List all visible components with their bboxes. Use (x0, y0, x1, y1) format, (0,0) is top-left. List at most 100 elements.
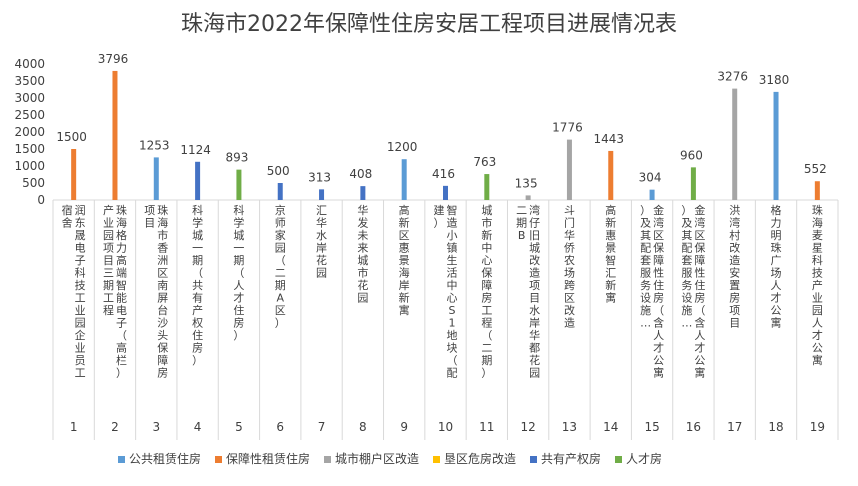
legend-swatch-1 (215, 456, 222, 463)
svg-text:（: （ (694, 304, 705, 317)
svg-text:套: 套 (640, 254, 651, 267)
svg-text:二: 二 (481, 342, 492, 355)
svg-text:智: 智 (447, 203, 458, 217)
svg-text:金: 金 (694, 203, 705, 217)
svg-text:华: 华 (529, 328, 540, 342)
svg-text:才: 才 (233, 291, 244, 305)
svg-text:珠: 珠 (157, 203, 168, 217)
svg-text:寓: 寓 (694, 366, 705, 380)
svg-text:住: 住 (694, 278, 705, 292)
value-label-8: 408 (349, 167, 372, 181)
svg-text:湾: 湾 (529, 203, 540, 217)
svg-text:）: ） (192, 354, 203, 367)
bar-8 (360, 186, 366, 200)
svg-text:都: 都 (529, 342, 540, 355)
svg-text:含: 含 (694, 316, 705, 330)
svg-text:麦: 麦 (812, 229, 823, 242)
legend-swatch-5 (615, 456, 622, 463)
svg-text:园: 园 (75, 317, 86, 330)
svg-text:房: 房 (192, 342, 203, 355)
value-label-15: 304 (639, 171, 662, 185)
svg-text:区: 区 (694, 229, 705, 242)
category-index-9: 9 (400, 420, 408, 434)
svg-text:房: 房 (233, 317, 244, 330)
category-index-11: 11 (479, 420, 494, 434)
svg-text:共: 共 (192, 279, 203, 292)
svg-text:惠: 惠 (399, 241, 410, 255)
svg-text:）: ） (481, 367, 492, 380)
svg-text:岸: 岸 (316, 242, 327, 255)
svg-text:住: 住 (653, 278, 664, 292)
svg-text:区: 区 (653, 229, 664, 242)
svg-text:端: 端 (116, 267, 127, 280)
legend-label-5: 人才房 (626, 451, 662, 466)
svg-text:水: 水 (529, 304, 540, 317)
svg-text:新: 新 (605, 278, 616, 292)
svg-text:人: 人 (771, 279, 782, 292)
svg-text:住: 住 (192, 328, 203, 342)
bar-16 (690, 167, 696, 200)
svg-text:1: 1 (449, 317, 456, 330)
svg-text:房: 房 (481, 292, 492, 305)
svg-text:华: 华 (316, 216, 327, 230)
svg-text:高: 高 (116, 341, 127, 355)
svg-text:科: 科 (75, 266, 86, 280)
svg-text:珠: 珠 (812, 203, 823, 217)
svg-text:岸: 岸 (529, 317, 540, 330)
svg-text:房: 房 (729, 292, 740, 305)
svg-text:…: … (640, 317, 651, 330)
legend-label-2: 城市棚户区改造 (335, 451, 419, 466)
svg-text:新: 新 (605, 216, 616, 230)
category-index-14: 14 (603, 420, 618, 434)
bar-3 (153, 157, 159, 200)
svg-text:（: （ (116, 329, 127, 342)
svg-text:村: 村 (729, 228, 740, 242)
svg-text:人: 人 (694, 329, 705, 342)
bar-2 (112, 70, 118, 200)
svg-text:景: 景 (605, 242, 616, 255)
svg-text:寓: 寓 (771, 316, 782, 330)
svg-text:程: 程 (103, 304, 114, 317)
svg-text:园: 园 (316, 267, 327, 280)
bar-14 (608, 150, 614, 200)
svg-text:小: 小 (447, 229, 458, 242)
svg-text:项: 项 (144, 204, 155, 217)
category-index-5: 5 (235, 420, 243, 434)
svg-text:期: 期 (481, 354, 492, 367)
svg-text:子: 子 (75, 254, 86, 267)
svg-text:心: 心 (447, 292, 458, 305)
svg-text:斗: 斗 (564, 204, 575, 217)
svg-text:生: 生 (447, 253, 458, 267)
category-index-8: 8 (359, 420, 367, 434)
svg-text:科: 科 (233, 203, 244, 217)
svg-text:旧: 旧 (529, 229, 540, 242)
value-label-1: 1500 (56, 130, 87, 144)
svg-text:产: 产 (812, 278, 823, 292)
svg-text:沙: 沙 (157, 317, 168, 330)
svg-text:置: 置 (729, 279, 740, 292)
svg-text:及: 及 (640, 217, 651, 230)
svg-text:务: 务 (640, 279, 651, 292)
svg-text:）: ） (434, 217, 445, 230)
svg-text:目: 目 (529, 292, 540, 305)
svg-text:公: 公 (812, 342, 823, 355)
svg-text:汇: 汇 (605, 267, 616, 280)
svg-text:南: 南 (157, 279, 168, 292)
svg-text:高: 高 (605, 203, 616, 217)
svg-text:洲: 洲 (157, 254, 168, 267)
svg-text:二: 二 (516, 204, 527, 217)
bar-18 (773, 91, 779, 200)
category-index-19: 19 (810, 420, 825, 434)
svg-text:（: （ (192, 267, 203, 280)
svg-text:住: 住 (233, 303, 244, 317)
svg-text:公: 公 (771, 304, 782, 317)
category-index-10: 10 (438, 420, 453, 434)
svg-text:施: 施 (640, 304, 651, 317)
svg-text:企: 企 (75, 328, 86, 342)
svg-text:（: （ (233, 267, 244, 280)
